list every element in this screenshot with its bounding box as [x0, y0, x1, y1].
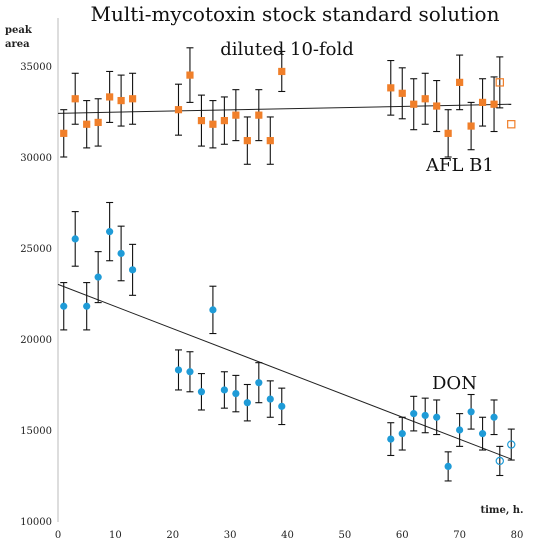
data-point — [106, 93, 114, 101]
x-tick-label: 0 — [55, 530, 61, 541]
data-point — [467, 122, 475, 130]
data-point — [220, 117, 228, 125]
data-point — [478, 430, 487, 438]
y-tick-label: 20000 — [20, 335, 52, 346]
data-point — [209, 306, 217, 314]
data-point — [186, 368, 194, 376]
data-point — [410, 100, 418, 108]
data-point — [197, 388, 206, 396]
data-point — [495, 456, 504, 466]
chart-title: Multi-mycotoxin stock standard solution — [91, 2, 500, 26]
data-point — [220, 386, 228, 394]
data-point — [243, 399, 251, 407]
chart-subtitle: diluted 10-fold — [220, 39, 354, 60]
x-tick-label: 50 — [339, 530, 352, 541]
data-point — [421, 411, 429, 420]
data-point — [490, 413, 498, 421]
data-point — [128, 95, 137, 103]
data-point — [456, 78, 464, 86]
data-point — [410, 410, 418, 418]
x-tick-label: 30 — [224, 530, 237, 541]
data-point — [83, 120, 91, 128]
x-ticks: 0 10 20 30 40 50 60 70 80 — [55, 530, 524, 541]
data-point — [128, 266, 137, 274]
series-label-don: DON — [432, 373, 477, 394]
data-point — [387, 84, 395, 92]
plot-area — [57, 47, 516, 482]
series-label-afl-b1: AFL B1 — [425, 155, 494, 176]
data-point — [507, 440, 516, 449]
data-point — [232, 390, 240, 398]
y-ticks: 10000 15000 20000 25000 30000 35000 — [20, 62, 52, 528]
data-point — [174, 366, 183, 374]
data-point — [255, 379, 263, 387]
data-point — [106, 228, 114, 236]
series-afl-b1 — [57, 47, 516, 165]
data-point — [209, 120, 217, 128]
data-point — [398, 430, 406, 438]
data-point — [444, 129, 452, 137]
data-point — [197, 117, 206, 125]
x-tick-label: 80 — [511, 530, 524, 541]
x-tick-label: 60 — [396, 530, 409, 541]
x-tick-label: 40 — [281, 530, 294, 541]
data-point — [186, 71, 194, 79]
y-axis-label-line1: peak — [5, 25, 33, 36]
data-point — [490, 100, 498, 108]
y-axis-label-line2: area — [5, 39, 30, 50]
data-point — [94, 273, 102, 281]
data-point — [117, 249, 125, 258]
y-tick-label: 15000 — [20, 426, 52, 437]
data-point — [421, 95, 429, 103]
y-tick-label: 35000 — [20, 62, 52, 73]
data-point — [444, 462, 452, 470]
data-point — [266, 395, 274, 403]
data-point — [278, 402, 286, 410]
data-point — [83, 302, 91, 310]
data-point — [71, 95, 79, 103]
trend-line — [57, 283, 512, 460]
data-point — [266, 137, 274, 145]
x-tick-label: 20 — [166, 530, 179, 541]
data-point — [117, 96, 125, 105]
data-point — [232, 111, 240, 119]
data-point — [478, 98, 487, 106]
x-axis-label: time, h. — [480, 505, 523, 516]
data-point — [94, 118, 102, 127]
data-point — [278, 67, 286, 76]
data-point — [60, 129, 68, 137]
data-point — [387, 435, 395, 443]
data-point — [456, 426, 464, 434]
data-point — [398, 89, 406, 97]
data-point — [243, 137, 251, 145]
y-tick-label: 30000 — [20, 153, 52, 164]
y-tick-label: 25000 — [20, 244, 52, 255]
data-point — [433, 413, 441, 421]
data-point — [174, 106, 183, 114]
data-point — [60, 302, 68, 310]
y-tick-label: 10000 — [20, 517, 52, 528]
data-point — [495, 78, 504, 87]
data-point — [255, 111, 263, 119]
series-don — [57, 201, 516, 482]
x-tick-label: 10 — [109, 530, 122, 541]
data-point — [467, 408, 475, 416]
data-point — [433, 102, 441, 110]
x-tick-label: 70 — [453, 530, 466, 541]
data-point — [507, 120, 516, 129]
trend-line — [57, 103, 512, 114]
data-point — [71, 235, 79, 243]
